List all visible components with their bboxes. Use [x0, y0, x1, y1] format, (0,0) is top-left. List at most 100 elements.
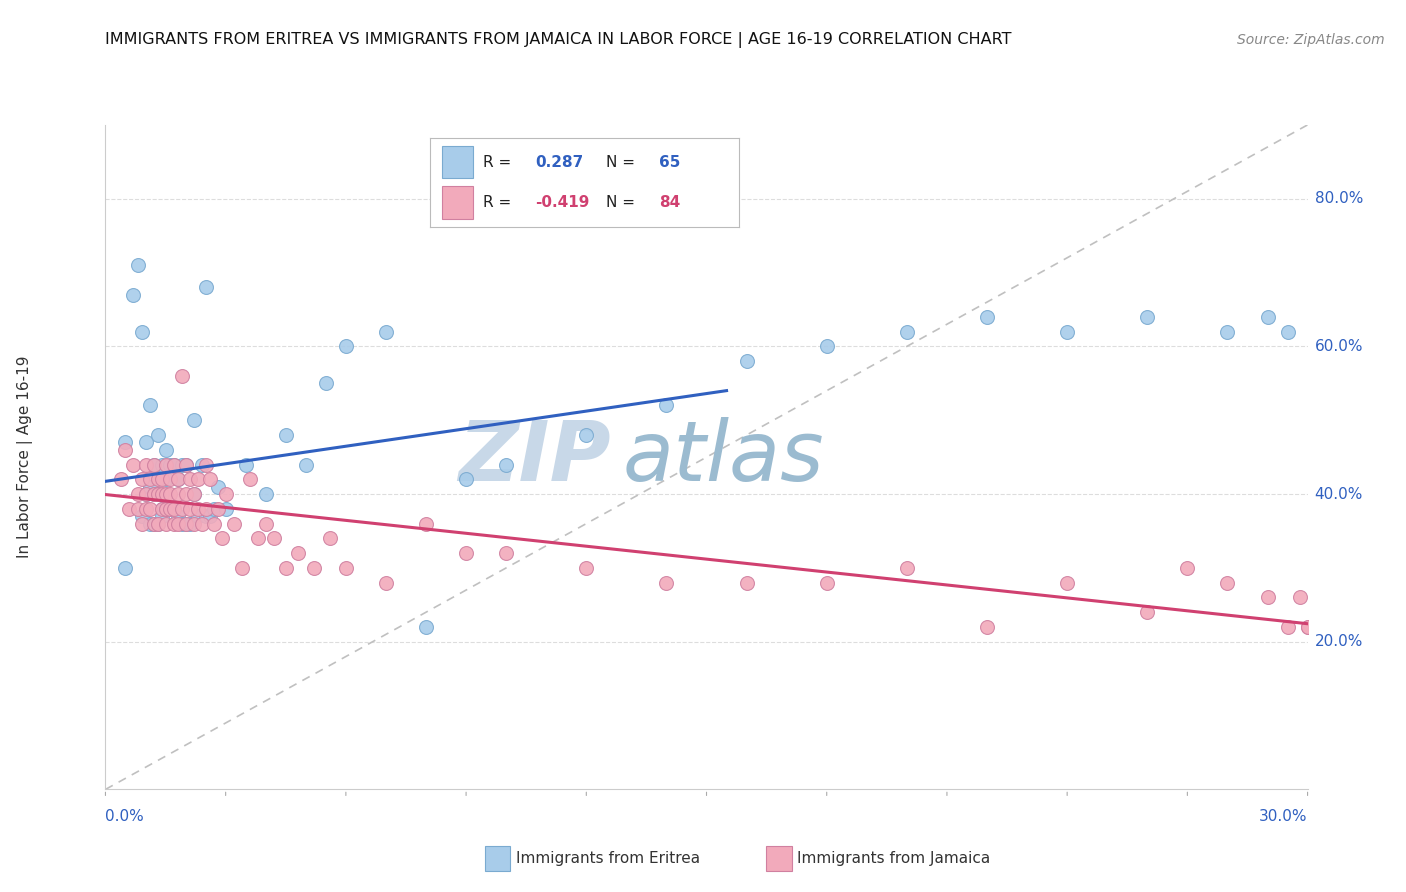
Point: [415, 620, 437, 634]
Text: ZIP: ZIP: [458, 417, 610, 498]
Point: [815, 339, 838, 353]
Point: [374, 575, 398, 590]
Point: [735, 575, 758, 590]
Point: [274, 428, 297, 442]
Point: [187, 509, 209, 524]
Point: [315, 376, 337, 391]
Point: [122, 458, 145, 472]
Point: [142, 458, 165, 472]
Point: [1288, 591, 1310, 605]
Point: [335, 339, 357, 353]
Point: [179, 501, 201, 516]
Point: [122, 287, 145, 301]
Point: [127, 487, 149, 501]
Point: [166, 516, 188, 531]
Point: [159, 501, 181, 516]
Point: [131, 509, 153, 524]
Point: [150, 509, 173, 524]
Point: [155, 516, 177, 531]
Text: 0.0%: 0.0%: [105, 809, 145, 823]
Point: [135, 458, 157, 472]
Point: [127, 501, 149, 516]
Text: N =: N =: [606, 195, 640, 210]
Point: [1056, 325, 1078, 339]
Point: [155, 487, 177, 501]
Point: [142, 516, 165, 531]
Point: [179, 516, 201, 531]
Point: [174, 458, 197, 472]
Point: [575, 428, 598, 442]
Point: [207, 501, 229, 516]
Point: [142, 487, 165, 501]
Point: [127, 258, 149, 272]
Point: [155, 442, 177, 457]
Point: [170, 458, 193, 472]
Point: [1136, 310, 1159, 324]
Point: [1257, 591, 1279, 605]
Text: 65: 65: [659, 155, 681, 169]
Text: 60.0%: 60.0%: [1315, 339, 1362, 354]
Point: [976, 620, 998, 634]
Text: 80.0%: 80.0%: [1315, 191, 1362, 206]
Point: [135, 501, 157, 516]
Point: [146, 487, 169, 501]
Point: [1216, 325, 1239, 339]
Point: [142, 458, 165, 472]
Point: [183, 487, 205, 501]
Text: Immigrants from Eritrea: Immigrants from Eritrea: [516, 851, 700, 865]
Point: [202, 516, 225, 531]
Point: [146, 516, 169, 531]
Point: [155, 472, 177, 486]
Point: [183, 413, 205, 427]
Text: 40.0%: 40.0%: [1315, 486, 1362, 501]
Text: 84: 84: [659, 195, 681, 210]
Point: [1277, 325, 1299, 339]
Point: [118, 501, 141, 516]
Point: [170, 516, 193, 531]
Point: [138, 501, 160, 516]
Text: 20.0%: 20.0%: [1315, 634, 1362, 649]
Point: [976, 310, 998, 324]
Point: [187, 472, 209, 486]
Point: [135, 487, 157, 501]
Point: [114, 561, 136, 575]
Point: [150, 501, 173, 516]
Text: N =: N =: [606, 155, 640, 169]
Point: [190, 458, 212, 472]
Point: [415, 516, 437, 531]
Text: -0.419: -0.419: [536, 195, 589, 210]
Point: [142, 516, 165, 531]
Point: [174, 516, 197, 531]
Point: [138, 472, 160, 486]
Point: [222, 516, 245, 531]
Text: 0.287: 0.287: [536, 155, 583, 169]
Point: [135, 487, 157, 501]
Point: [138, 480, 160, 494]
Point: [170, 368, 193, 383]
Point: [162, 501, 184, 516]
Point: [146, 487, 169, 501]
Point: [1296, 620, 1319, 634]
Point: [150, 458, 173, 472]
Point: [146, 516, 169, 531]
Point: [202, 501, 225, 516]
Point: [295, 458, 318, 472]
Point: [246, 532, 269, 546]
Point: [575, 561, 598, 575]
Point: [166, 487, 188, 501]
Point: [211, 532, 233, 546]
Point: [162, 501, 184, 516]
Point: [254, 516, 277, 531]
Point: [896, 325, 918, 339]
Point: [194, 501, 217, 516]
Point: [287, 546, 309, 560]
Text: R =: R =: [482, 155, 516, 169]
Point: [1056, 575, 1078, 590]
Point: [174, 516, 197, 531]
Point: [207, 480, 229, 494]
Text: Immigrants from Jamaica: Immigrants from Jamaica: [797, 851, 990, 865]
Text: 30.0%: 30.0%: [1260, 809, 1308, 823]
Point: [135, 435, 157, 450]
Text: IMMIGRANTS FROM ERITREA VS IMMIGRANTS FROM JAMAICA IN LABOR FORCE | AGE 16-19 CO: IMMIGRANTS FROM ERITREA VS IMMIGRANTS FR…: [105, 32, 1012, 48]
Point: [194, 280, 217, 294]
